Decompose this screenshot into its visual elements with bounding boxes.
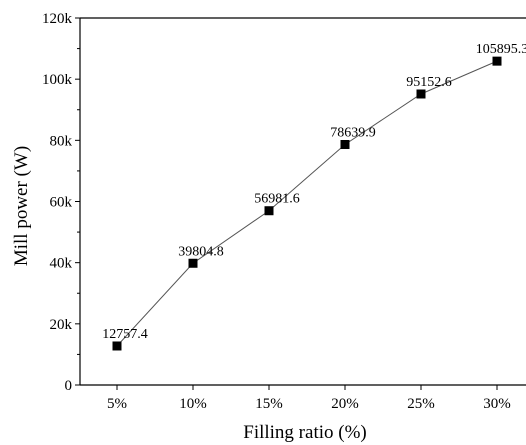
x-tick-label: 10% (179, 396, 207, 412)
data-point (416, 89, 426, 99)
x-tick-label: 15% (255, 396, 283, 412)
data-label: 105895.3 (476, 42, 526, 57)
y-axis: 0 20k 40k 60k 80k 100k 120k (42, 11, 80, 394)
series (112, 56, 502, 351)
data-point (112, 341, 122, 351)
series-line (116, 60, 498, 347)
data-point (264, 206, 274, 216)
x-axis: 5% 10% 15% 20% 25% 30% (107, 385, 511, 412)
data-point (188, 258, 198, 268)
y-tick-label: 80k (50, 133, 73, 149)
x-tick-label: 30% (483, 396, 511, 412)
data-label: 56981.6 (254, 192, 300, 207)
data-label: 39804.8 (178, 244, 224, 259)
y-tick-label: 0 (65, 378, 73, 394)
y-tick-label: 120k (42, 11, 73, 27)
data-label: 78639.9 (330, 125, 376, 140)
y-axis-title: Mill power (W) (11, 146, 32, 266)
y-tick-label: 20k (50, 317, 73, 333)
x-axis-title: Filling ratio (%) (243, 422, 366, 443)
data-point (492, 56, 502, 66)
data-point (340, 139, 350, 149)
data-label: 12757.4 (102, 327, 148, 342)
x-tick-label: 20% (331, 396, 359, 412)
y-tick-label: 60k (50, 195, 73, 211)
x-tick-label: 5% (107, 396, 127, 412)
y-tick-label: 100k (42, 72, 73, 88)
data-label: 95152.6 (406, 75, 452, 90)
y-tick-label: 40k (50, 256, 73, 272)
x-tick-label: 25% (407, 396, 435, 412)
data-labels: 12757.4 39804.8 56981.6 78639.9 95152.6 10589… (102, 42, 526, 342)
